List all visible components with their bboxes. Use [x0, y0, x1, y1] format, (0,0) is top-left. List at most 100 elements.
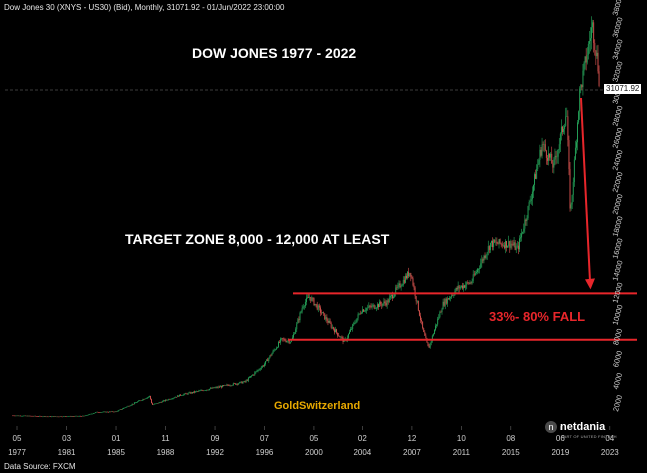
candle-body — [395, 287, 397, 295]
candle-body — [214, 387, 216, 389]
candle-body — [185, 393, 187, 395]
candle-body — [148, 396, 150, 397]
candle-body — [141, 400, 143, 401]
candle-body — [425, 335, 427, 339]
candle-body — [161, 401, 163, 403]
candle-body — [375, 307, 377, 309]
candle-body — [166, 399, 168, 401]
y-tick-label: 14000 — [611, 259, 625, 281]
candle-body — [184, 393, 186, 395]
candle-body — [355, 322, 357, 323]
candle-body — [43, 416, 45, 417]
candle-body — [416, 300, 418, 302]
candle-body — [585, 56, 587, 63]
candle-body — [204, 390, 206, 391]
candle-body — [499, 239, 501, 244]
candle-body — [17, 415, 19, 417]
candle-body — [493, 239, 495, 248]
candle-body — [20, 415, 22, 417]
candle-body — [503, 245, 505, 249]
candle-body — [482, 259, 484, 261]
candle-body — [55, 416, 57, 417]
candle-body — [332, 327, 334, 330]
netdania-logo-icon: n — [545, 420, 557, 433]
candle-body — [446, 298, 448, 304]
candle-body — [116, 411, 118, 413]
candle-body — [516, 245, 518, 247]
candle-body — [365, 310, 367, 312]
candle-body — [66, 416, 67, 418]
candle-body — [360, 312, 362, 314]
candle-body — [468, 282, 470, 284]
candle-body — [172, 398, 174, 399]
candle-body — [376, 304, 378, 308]
candle-body — [246, 380, 248, 381]
candle-body — [259, 369, 261, 370]
candle-body — [528, 202, 530, 207]
candle-body — [506, 241, 507, 248]
candle-body — [570, 204, 572, 209]
chart-header: Dow Jones 30 (XNYS - US30) (Bid), Monthl… — [4, 3, 285, 12]
candle-body — [564, 125, 566, 129]
candle-body — [268, 357, 270, 362]
candle-body — [48, 416, 50, 417]
candle-body — [498, 239, 500, 245]
candle-body — [258, 369, 260, 371]
candle-body — [455, 288, 457, 292]
candle-body — [515, 246, 517, 250]
candle-body — [117, 410, 119, 412]
x-tick-year: 2000 — [305, 448, 323, 457]
y-tick-label: 24000 — [611, 149, 625, 171]
candle-body — [552, 163, 554, 168]
candle-body — [39, 416, 41, 417]
candle-body — [293, 334, 294, 338]
candle-body — [310, 296, 312, 301]
candle-body — [381, 304, 383, 306]
candle-body — [541, 144, 543, 156]
candle-body — [233, 383, 235, 384]
candle-body — [60, 416, 62, 417]
candle-body — [539, 149, 541, 160]
candle-body — [75, 415, 77, 417]
candle-body — [53, 416, 55, 418]
candle-body — [441, 309, 443, 313]
candle-body — [520, 237, 521, 239]
candle-body — [254, 372, 256, 375]
candle-body — [562, 126, 563, 133]
candle-body — [195, 391, 197, 393]
candle-body — [169, 399, 171, 400]
data-source: Data Source: FXCM — [4, 462, 76, 471]
candle-body — [329, 320, 331, 324]
candle-body — [410, 272, 412, 277]
candle-body — [159, 402, 161, 403]
candle-body — [519, 238, 520, 250]
candle-body — [393, 296, 395, 299]
candle-body — [507, 245, 509, 248]
candle-body — [436, 324, 438, 326]
candle-body — [81, 416, 83, 417]
candle-body — [15, 415, 17, 417]
candle-body — [467, 282, 469, 283]
candle-body — [500, 243, 502, 244]
candle-body — [12, 415, 14, 417]
candle-body — [193, 391, 194, 393]
candle-body — [264, 364, 265, 367]
candle-body — [457, 285, 459, 290]
candle-body — [76, 415, 78, 417]
candle-body — [594, 42, 596, 51]
candle-body — [114, 411, 116, 413]
candle-body — [358, 313, 360, 315]
candle-body — [313, 298, 315, 306]
candle-body — [435, 325, 436, 330]
candle-body — [104, 411, 106, 413]
candle-body — [428, 346, 430, 348]
candle-body — [397, 284, 399, 288]
candle-body — [372, 304, 374, 306]
candle-body — [163, 400, 165, 402]
candle-body — [84, 415, 86, 417]
candle-body — [162, 400, 164, 402]
x-axis: 05 1977 03 1981 01 1985 11 1988 09 1992 07 1996 05 20… — [8, 426, 619, 457]
candle-body — [243, 381, 245, 383]
candle-body — [211, 388, 213, 389]
x-tick-year: 1996 — [256, 448, 274, 457]
